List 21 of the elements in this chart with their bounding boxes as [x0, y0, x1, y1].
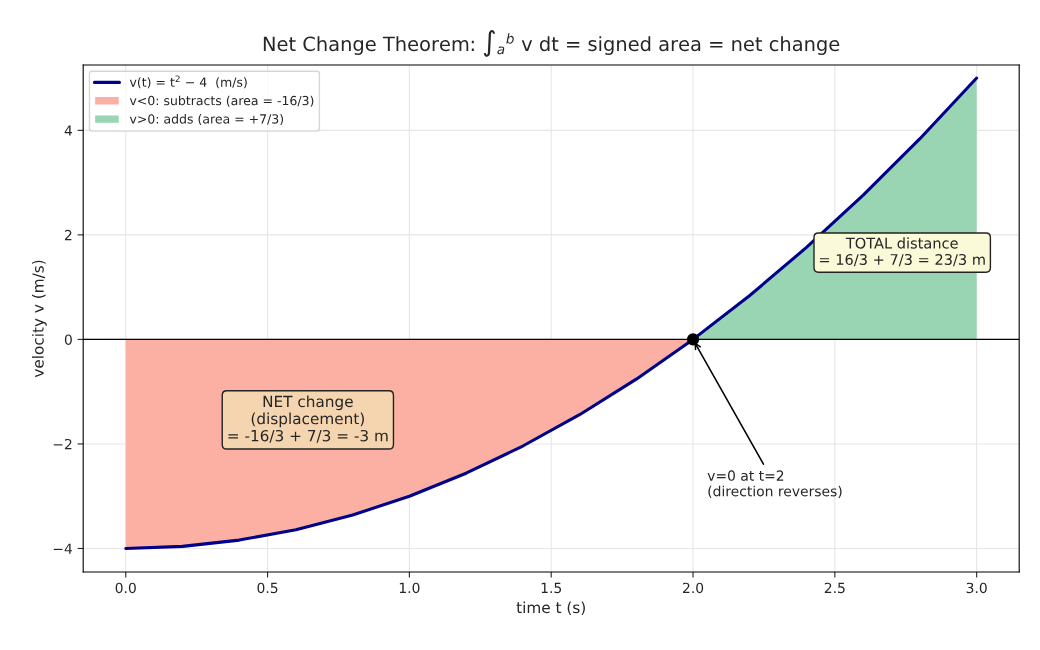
x-tick-label: 2.5: [824, 582, 845, 594]
y-tick-label: 0: [64, 334, 72, 345]
x-tick-label: 0.5: [257, 582, 278, 594]
x-tick-label: 1.5: [541, 582, 562, 594]
y-tick-label: −4: [53, 543, 72, 554]
y-tick-label: 4: [64, 125, 72, 136]
y-tick-label: −2: [53, 438, 72, 450]
annotation: TOTAL distance = 16/3 + 7/3 = 23/3 m: [819, 237, 985, 267]
legend-label: v(t) = t$^{2}$ − 4 (m/s): [129, 75, 247, 89]
x-tick-label: 0.0: [115, 582, 136, 594]
x-axis-title: time t (s): [516, 601, 585, 616]
y-tick-label: 2: [64, 229, 72, 241]
legend-label: v<0: subtracts (area = -16/3): [129, 95, 314, 107]
annotation: NET change (displacement) = -16/3 + 7/3 = -3 m: [228, 395, 388, 443]
x-tick-label: 2.0: [682, 582, 704, 594]
legend-label: v>0: adds (area = +7/3): [129, 113, 284, 126]
x-tick-label: 3.0: [966, 582, 987, 594]
y-axis-title: velocity v (m/s): [31, 260, 47, 378]
chart-title: Net Change Theorem: ∫$_{a}$$^{b}$ v dt = signed area = net change: [263, 30, 840, 57]
annotation: v=0 at t=2 (direction reverses): [707, 470, 842, 499]
x-tick-label: 1.0: [399, 582, 420, 594]
